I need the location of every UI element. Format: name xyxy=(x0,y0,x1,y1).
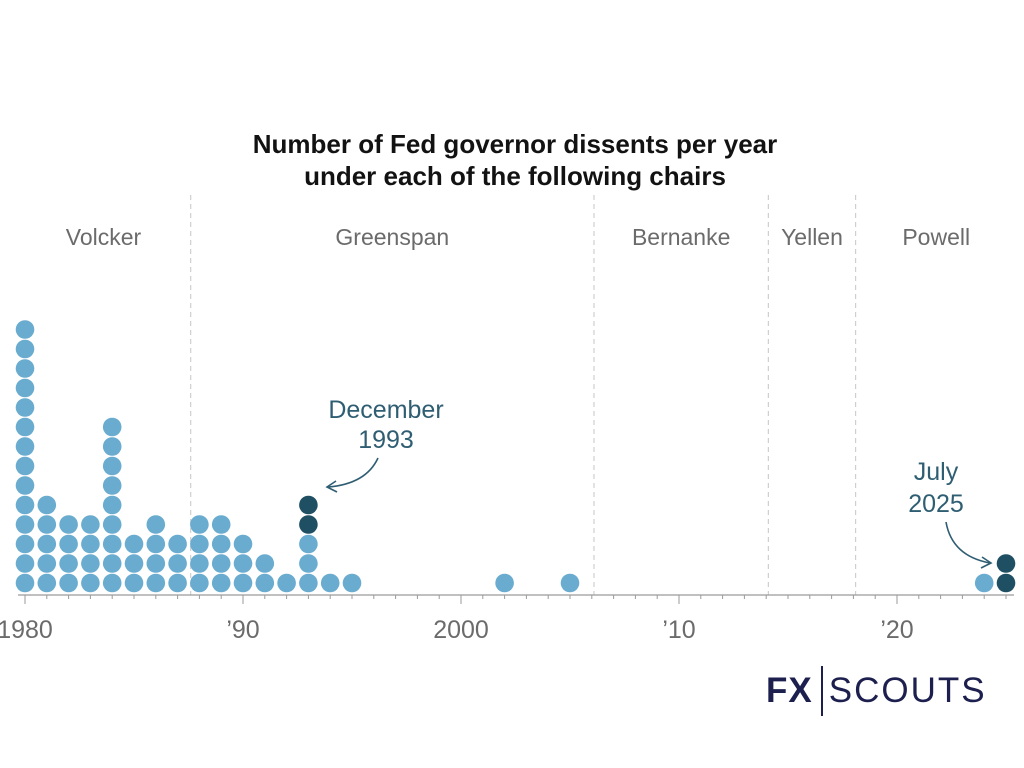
dissent-dot xyxy=(102,417,122,437)
dissent-dot xyxy=(37,534,57,554)
dissent-dot xyxy=(299,534,318,554)
dissent-dot xyxy=(146,573,166,593)
dissent-dot xyxy=(168,573,187,593)
chair-label-volcker: Volcker xyxy=(66,224,142,250)
dissent-dot xyxy=(299,573,318,593)
dissent-dot xyxy=(81,554,100,573)
dissent-dot xyxy=(15,534,35,554)
dissent-dot xyxy=(81,515,100,534)
chair-label-bernanke: Bernanke xyxy=(632,224,730,250)
dissent-dot xyxy=(233,573,253,593)
dissent-dot xyxy=(102,554,122,573)
dissent-dot xyxy=(255,554,275,573)
dissent-dot xyxy=(211,573,231,593)
dissent-dot xyxy=(37,573,57,593)
annotation-arrowhead-1993 xyxy=(325,480,338,493)
annotation-arrowhead-2025 xyxy=(980,556,993,569)
chair-label-yellen: Yellen xyxy=(781,224,843,250)
dissent-dot xyxy=(342,573,362,593)
chair-label-powell: Powell xyxy=(902,224,970,250)
dissent-dot xyxy=(37,495,57,515)
dissent-dot xyxy=(102,495,122,515)
dissent-dot xyxy=(495,573,514,593)
chair-label-greenspan: Greenspan xyxy=(335,224,449,250)
dissent-dot xyxy=(560,573,580,593)
dissent-dot xyxy=(15,437,35,456)
dissent-dot xyxy=(277,573,296,593)
dissent-dot xyxy=(233,554,253,573)
dissent-dot xyxy=(102,437,122,456)
dissent-dot-highlighted xyxy=(299,495,318,515)
brand-fx: FX xyxy=(766,671,813,710)
brand-scouts: SCOUTS xyxy=(828,671,987,710)
annotation-december-1993-line-2: 1993 xyxy=(358,426,414,454)
dissent-dot xyxy=(15,359,35,378)
dissent-dot xyxy=(102,456,122,476)
x-tick-label: ’20 xyxy=(880,616,913,644)
dissent-dot xyxy=(146,554,166,573)
annotation-july-2025-line-1: July xyxy=(914,458,959,486)
dissent-dot xyxy=(211,554,231,573)
dissent-dot xyxy=(81,573,100,593)
chart-title-line-1: Number of Fed governor dissents per year xyxy=(252,129,778,159)
dissent-dot xyxy=(974,573,994,593)
dissent-dot xyxy=(146,534,166,554)
dissent-dot xyxy=(15,495,35,515)
dissent-dot xyxy=(59,515,78,534)
dissent-dot-highlighted xyxy=(996,573,1016,593)
dissent-dot xyxy=(190,515,209,534)
dissent-dot xyxy=(190,534,209,554)
dissent-dot xyxy=(146,515,166,534)
dissent-dot xyxy=(15,456,35,476)
dissent-dot xyxy=(124,554,144,573)
dissent-dot xyxy=(168,534,187,554)
dissent-dot xyxy=(102,476,122,495)
dissent-dot xyxy=(15,554,35,573)
x-tick-label: 1980 xyxy=(0,616,53,644)
annotation-december-1993-line-1: December xyxy=(328,396,443,424)
x-tick-label: ’10 xyxy=(662,616,695,644)
dissent-dot xyxy=(15,339,35,359)
x-tick-label: 2000 xyxy=(433,616,489,644)
chart-title-line-2: under each of the following chairs xyxy=(304,161,726,191)
dissent-dot xyxy=(15,398,35,417)
brand-divider xyxy=(820,666,823,716)
dissent-dot xyxy=(15,320,35,339)
dissent-dot xyxy=(15,476,35,495)
dissent-dot-highlighted xyxy=(996,554,1016,573)
chart-title: Number of Fed governor dissents per year… xyxy=(0,128,1024,192)
dissent-dot xyxy=(15,573,35,593)
dissent-dot xyxy=(102,515,122,534)
dissent-dot xyxy=(190,554,209,573)
dissent-dot xyxy=(15,417,35,437)
dissent-dot xyxy=(211,515,231,534)
annotation-arrow-2025 xyxy=(945,521,991,564)
dissent-dot xyxy=(102,534,122,554)
dissent-dot xyxy=(255,573,275,593)
dissent-dot-highlighted xyxy=(299,515,318,534)
x-tick-label: ’90 xyxy=(226,616,259,644)
dissent-dot xyxy=(37,554,57,573)
dissent-dot xyxy=(233,534,253,554)
dissent-dot xyxy=(211,534,231,554)
annotation-july-2025-line-2: 2025 xyxy=(908,490,964,518)
dissent-dot xyxy=(102,573,122,593)
annotation-arrow-1993 xyxy=(327,457,379,488)
dissent-dot xyxy=(59,573,78,593)
dissent-dot xyxy=(168,554,187,573)
dissent-dot xyxy=(81,534,100,554)
dissent-dot xyxy=(320,573,340,593)
dissent-dot xyxy=(190,573,209,593)
dissent-dot xyxy=(124,534,144,554)
fxscouts-logo: FX SCOUTS xyxy=(766,664,987,718)
dissent-dot xyxy=(59,554,78,573)
dissent-dot xyxy=(15,515,35,534)
dissent-dot xyxy=(299,554,318,573)
dissent-dot xyxy=(124,573,144,593)
dissent-dot xyxy=(37,515,57,534)
dissent-dot xyxy=(59,534,78,554)
dissent-dot xyxy=(15,378,35,398)
